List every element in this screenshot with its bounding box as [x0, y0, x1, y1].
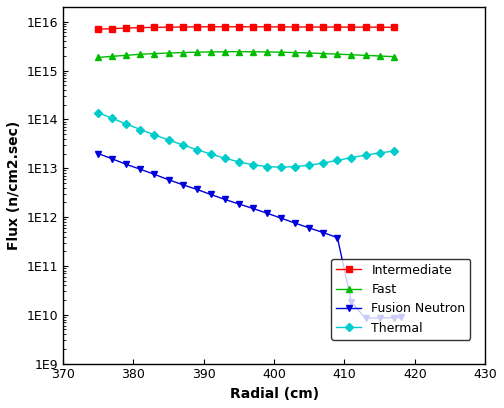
Intermediate	[194, 24, 200, 29]
Thermal	[179, 142, 185, 147]
Fast	[348, 52, 354, 57]
Thermal	[222, 156, 228, 161]
Y-axis label: Flux (n/cm2.sec): Flux (n/cm2.sec)	[7, 121, 21, 250]
Fusion Neutron	[208, 192, 214, 197]
Thermal	[165, 137, 171, 142]
Thermal	[194, 147, 200, 152]
Thermal	[151, 133, 157, 137]
Fast	[194, 50, 200, 55]
Fusion Neutron	[292, 221, 298, 226]
Intermediate	[123, 26, 130, 31]
Thermal	[123, 122, 130, 126]
Fusion Neutron	[109, 157, 115, 162]
Intermediate	[306, 24, 312, 29]
Thermal	[236, 160, 242, 164]
Fast	[362, 53, 368, 58]
Fast	[321, 51, 327, 56]
Thermal	[109, 116, 115, 121]
Fusion Neutron	[236, 202, 242, 206]
Line: Thermal: Thermal	[95, 110, 397, 170]
Fast	[250, 49, 256, 54]
Intermediate	[109, 26, 115, 31]
Fast	[236, 49, 242, 54]
Line: Fusion Neutron: Fusion Neutron	[95, 151, 404, 321]
Intermediate	[264, 24, 270, 29]
Intermediate	[292, 24, 298, 29]
Fusion Neutron	[194, 187, 200, 192]
Fast	[264, 49, 270, 54]
Thermal	[278, 165, 284, 170]
Intermediate	[321, 24, 327, 29]
Thermal	[376, 151, 383, 155]
Intermediate	[138, 25, 144, 30]
Fusion Neutron	[165, 177, 171, 182]
Fusion Neutron	[179, 182, 185, 187]
Fast	[292, 50, 298, 55]
Fusion Neutron	[321, 230, 327, 235]
Line: Fast: Fast	[95, 49, 397, 60]
Fusion Neutron	[391, 315, 397, 320]
Fusion Neutron	[264, 211, 270, 216]
Fast	[109, 54, 115, 59]
Intermediate	[376, 25, 383, 30]
Thermal	[264, 164, 270, 169]
Line: Intermediate: Intermediate	[95, 24, 397, 32]
Intermediate	[151, 25, 157, 30]
Thermal	[348, 155, 354, 160]
Thermal	[138, 127, 144, 132]
Intermediate	[222, 24, 228, 29]
Intermediate	[362, 25, 368, 30]
Thermal	[250, 162, 256, 167]
Fusion Neutron	[138, 167, 144, 172]
Intermediate	[179, 24, 185, 29]
Intermediate	[165, 25, 171, 30]
Thermal	[334, 158, 340, 163]
Legend: Intermediate, Fast, Fusion Neutron, Thermal: Intermediate, Fast, Fusion Neutron, Ther…	[331, 259, 471, 339]
X-axis label: Radial (cm): Radial (cm)	[229, 387, 319, 401]
Fast	[208, 49, 214, 54]
Fast	[334, 52, 340, 57]
Fast	[306, 51, 312, 55]
Fast	[95, 55, 101, 60]
Fusion Neutron	[376, 315, 383, 320]
Fast	[222, 49, 228, 54]
Fusion Neutron	[123, 162, 130, 167]
Intermediate	[95, 27, 101, 32]
Fast	[138, 52, 144, 57]
Intermediate	[278, 24, 284, 29]
Intermediate	[348, 24, 354, 29]
Fusion Neutron	[348, 300, 354, 305]
Fusion Neutron	[250, 206, 256, 211]
Intermediate	[250, 24, 256, 29]
Fast	[123, 53, 130, 58]
Fast	[165, 51, 171, 55]
Fusion Neutron	[334, 235, 340, 240]
Fusion Neutron	[398, 315, 404, 320]
Intermediate	[391, 25, 397, 30]
Fast	[278, 50, 284, 55]
Fusion Neutron	[151, 172, 157, 177]
Fusion Neutron	[222, 197, 228, 202]
Thermal	[391, 149, 397, 153]
Thermal	[95, 110, 101, 115]
Thermal	[321, 160, 327, 165]
Fusion Neutron	[306, 226, 312, 231]
Fast	[376, 53, 383, 58]
Intermediate	[208, 24, 214, 29]
Thermal	[208, 152, 214, 157]
Fusion Neutron	[362, 316, 368, 321]
Fast	[151, 51, 157, 56]
Thermal	[292, 164, 298, 169]
Fast	[179, 50, 185, 55]
Fusion Neutron	[278, 216, 284, 221]
Fast	[391, 54, 397, 59]
Intermediate	[236, 24, 242, 29]
Thermal	[306, 163, 312, 168]
Intermediate	[334, 24, 340, 29]
Fusion Neutron	[95, 151, 101, 156]
Thermal	[362, 153, 368, 157]
